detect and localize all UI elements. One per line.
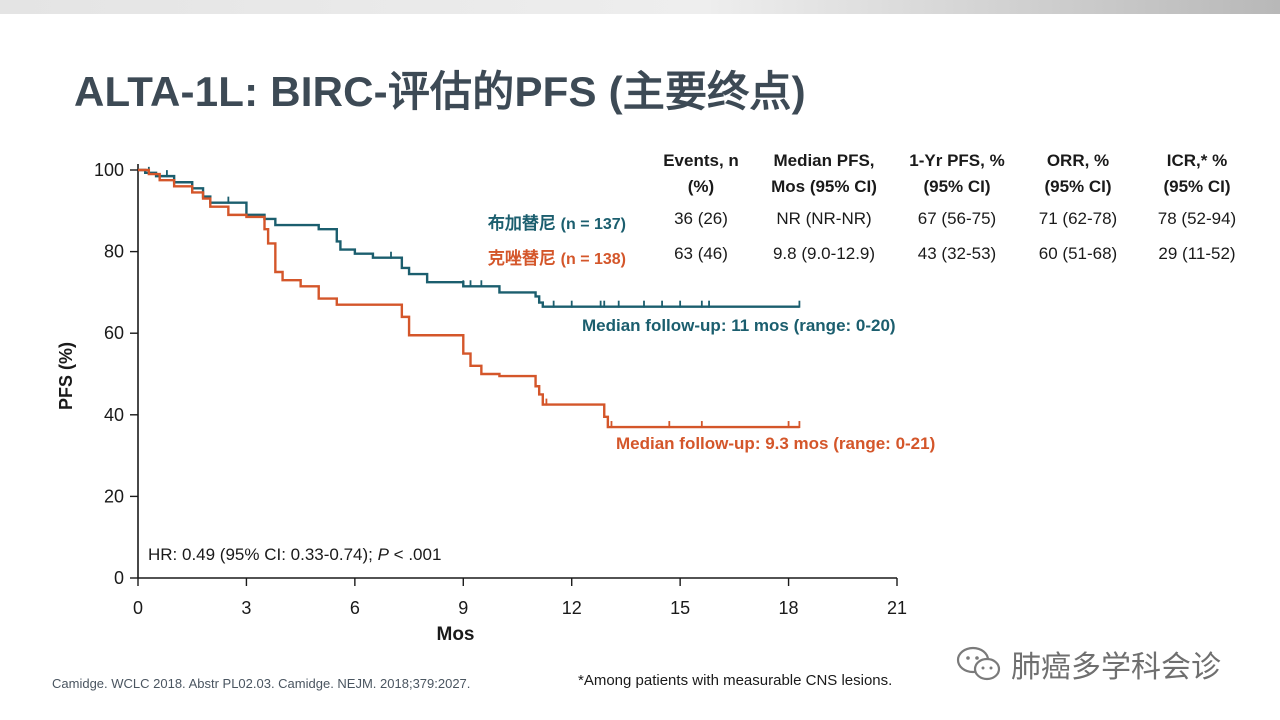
cell-brig-events: 36 (26) [674, 209, 728, 228]
arm-label-brigatinib: 布加替尼 (n = 137) [487, 214, 626, 233]
y-tick-label: 20 [104, 486, 124, 506]
top-gradient-bar [0, 0, 1280, 14]
y-tick-label: 40 [104, 405, 124, 425]
followup-crizotinib: Median follow-up: 9.3 mos (range: 0-21) [616, 434, 936, 453]
km-curve-crizotinib [138, 168, 800, 429]
x-tick-label: 6 [350, 598, 360, 618]
cell-criz-median: 9.8 (9.0-12.9) [772, 244, 876, 263]
wechat-icon [956, 646, 1001, 681]
y-tick-label: 0 [114, 568, 124, 588]
cell-brig-orr: 71 (62-78) [1038, 209, 1118, 228]
y-tick-label: 60 [104, 323, 124, 343]
table-header-icr: ICR,* % (95% CI) [1163, 151, 1231, 196]
table-header-median-pfs: Median PFS, Mos (95% CI) [771, 151, 877, 196]
table-header-1yr-pfs: 1-Yr PFS, % (95% CI) [909, 151, 1005, 196]
x-tick-label: 18 [779, 598, 799, 618]
citation: Camidge. WCLC 2018. Abstr PL02.03. Camid… [52, 676, 471, 691]
x-tick-label: 9 [458, 598, 468, 618]
x-tick-label: 15 [670, 598, 690, 618]
cell-criz-events: 63 (46) [674, 244, 728, 263]
table-header-orr: ORR, % (95% CI) [1044, 151, 1112, 196]
cell-criz-icr: 29 (11-52) [1158, 244, 1236, 263]
footnote: *Among patients with measurable CNS lesi… [578, 672, 893, 689]
cell-criz-orr: 60 (51-68) [1038, 244, 1118, 263]
y-tick-label: 80 [104, 242, 124, 262]
slide-title: ALTA-1L: BIRC-评估的PFS (主要终点) [74, 68, 806, 115]
watermark-text: 肺癌多学科会诊 [1011, 651, 1221, 684]
y-tick-label: 100 [94, 160, 124, 180]
table-header-events: Events, n (%) [663, 151, 739, 196]
x-tick-label: 0 [133, 598, 143, 618]
x-axis-label: Mos [437, 624, 475, 645]
cell-brig-median: NR (NR-NR) [776, 209, 872, 228]
cell-criz-1yr: 43 (32-53) [917, 244, 997, 263]
x-tick-label: 21 [887, 598, 907, 618]
hazard-ratio-note: HR: 0.49 (95% CI: 0.33-0.74); P < .001 [148, 545, 442, 564]
chart-curves [138, 166, 801, 429]
cell-brig-icr: 78 (52-94) [1157, 209, 1237, 228]
x-tick-label: 12 [562, 598, 582, 618]
y-axis-label: PFS (%) [56, 342, 76, 410]
watermark: 肺癌多学科会诊 [955, 642, 1221, 686]
cell-brig-1yr: 67 (56-75) [917, 209, 997, 228]
x-tick-label: 3 [241, 598, 251, 618]
arm-label-crizotinib: 克唑替尼 (n = 138) [487, 249, 626, 268]
followup-brigatinib: Median follow-up: 11 mos (range: 0-20) [582, 316, 896, 335]
chart-axes: 0 20 40 60 80 100 0 3 6 9 12 15 18 21 [94, 160, 907, 618]
